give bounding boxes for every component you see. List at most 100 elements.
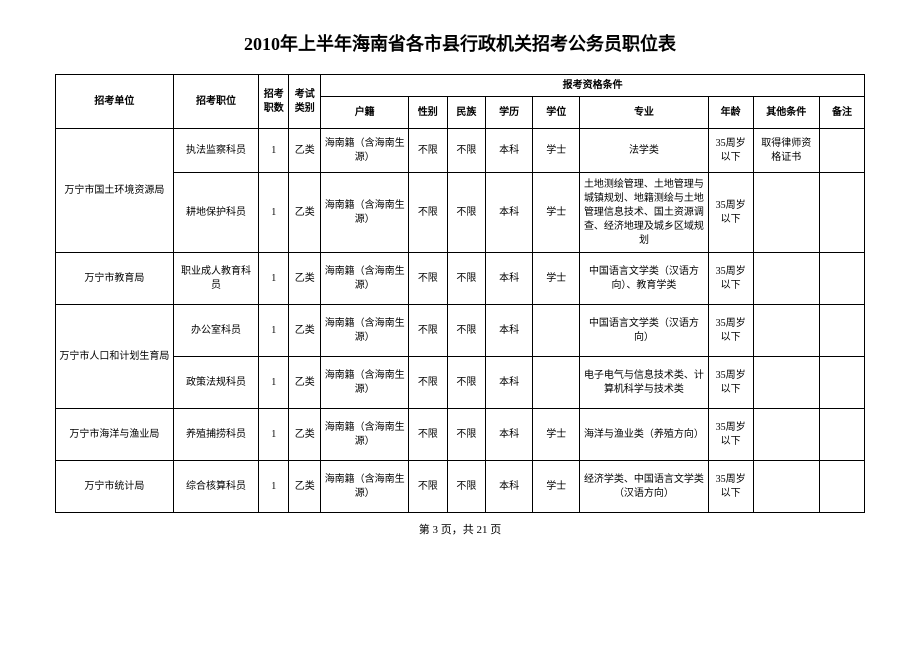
cell-major: 土地测绘管理、土地管理与城镇规划、地籍测绘与土地管理信息技术、国土资源调查、经济… — [580, 173, 708, 253]
cell-age: 35周岁以下 — [708, 253, 753, 305]
cell-note — [819, 357, 864, 409]
cell-count: 1 — [259, 357, 289, 409]
cell-unit: 万宁市国土环境资源局 — [56, 129, 174, 253]
cell-note — [819, 173, 864, 253]
header-major: 专业 — [580, 97, 708, 129]
table-row: 万宁市统计局 综合核算科员 1 乙类 海南籍（含海南生源） 不限 不限 本科 学… — [56, 461, 865, 513]
cell-degree — [533, 305, 580, 357]
cell-education: 本科 — [486, 409, 533, 461]
cell-degree: 学士 — [533, 461, 580, 513]
cell-note — [819, 129, 864, 173]
header-position: 招考职位 — [173, 75, 259, 129]
cell-major: 法学类 — [580, 129, 708, 173]
cell-degree: 学士 — [533, 409, 580, 461]
cell-age: 35周岁以下 — [708, 305, 753, 357]
cell-degree — [533, 357, 580, 409]
table-row: 万宁市海洋与渔业局 养殖捕捞科员 1 乙类 海南籍（含海南生源） 不限 不限 本… — [56, 409, 865, 461]
page-title: 2010年上半年海南省各市县行政机关招考公务员职位表 — [55, 30, 865, 56]
header-note: 备注 — [819, 97, 864, 129]
cell-note — [819, 305, 864, 357]
cell-education: 本科 — [486, 461, 533, 513]
table-row: 万宁市国土环境资源局 执法监察科员 1 乙类 海南籍（含海南生源） 不限 不限 … — [56, 129, 865, 173]
cell-gender: 不限 — [409, 253, 448, 305]
cell-other — [753, 357, 819, 409]
cell-other: 取得律师资格证书 — [753, 129, 819, 173]
table-row: 万宁市教育局 职业成人教育科员 1 乙类 海南籍（含海南生源） 不限 不限 本科… — [56, 253, 865, 305]
header-degree: 学位 — [533, 97, 580, 129]
cell-hukou: 海南籍（含海南生源） — [321, 253, 409, 305]
cell-hukou: 海南籍（含海南生源） — [321, 173, 409, 253]
cell-exam: 乙类 — [289, 253, 321, 305]
cell-major: 中国语言文学类（汉语方向） — [580, 305, 708, 357]
cell-major: 电子电气与信息技术类、计算机科学与技术类 — [580, 357, 708, 409]
cell-position: 养殖捕捞科员 — [173, 409, 259, 461]
header-qualifications: 报考资格条件 — [321, 75, 865, 97]
cell-gender: 不限 — [409, 461, 448, 513]
cell-gender: 不限 — [409, 305, 448, 357]
cell-ethnicity: 不限 — [447, 461, 486, 513]
cell-count: 1 — [259, 409, 289, 461]
cell-count: 1 — [259, 173, 289, 253]
cell-position: 综合核算科员 — [173, 461, 259, 513]
cell-age: 35周岁以下 — [708, 129, 753, 173]
cell-education: 本科 — [486, 253, 533, 305]
cell-hukou: 海南籍（含海南生源） — [321, 409, 409, 461]
cell-age: 35周岁以下 — [708, 173, 753, 253]
page-footer: 第 3 页，共 21 页 — [55, 521, 865, 537]
cell-note — [819, 253, 864, 305]
cell-education: 本科 — [486, 173, 533, 253]
table-row: 耕地保护科员 1 乙类 海南籍（含海南生源） 不限 不限 本科 学士 土地测绘管… — [56, 173, 865, 253]
cell-hukou: 海南籍（含海南生源） — [321, 357, 409, 409]
cell-position: 执法监察科员 — [173, 129, 259, 173]
cell-education: 本科 — [486, 305, 533, 357]
header-other: 其他条件 — [753, 97, 819, 129]
cell-degree: 学士 — [533, 253, 580, 305]
cell-note — [819, 409, 864, 461]
header-exam-type: 考试类别 — [289, 75, 321, 129]
cell-major: 经济学类、中国语言文学类（汉语方向） — [580, 461, 708, 513]
cell-gender: 不限 — [409, 129, 448, 173]
header-hukou: 户籍 — [321, 97, 409, 129]
cell-other — [753, 253, 819, 305]
cell-ethnicity: 不限 — [447, 357, 486, 409]
cell-age: 35周岁以下 — [708, 461, 753, 513]
cell-exam: 乙类 — [289, 305, 321, 357]
cell-hukou: 海南籍（含海南生源） — [321, 305, 409, 357]
cell-other — [753, 173, 819, 253]
positions-table: 招考单位 招考职位 招考职数 考试类别 报考资格条件 户籍 性别 民族 学历 学… — [55, 74, 865, 513]
cell-ethnicity: 不限 — [447, 173, 486, 253]
cell-hukou: 海南籍（含海南生源） — [321, 461, 409, 513]
table-row: 政策法规科员 1 乙类 海南籍（含海南生源） 不限 不限 本科 电子电气与信息技… — [56, 357, 865, 409]
cell-education: 本科 — [486, 129, 533, 173]
cell-age: 35周岁以下 — [708, 357, 753, 409]
cell-age: 35周岁以下 — [708, 409, 753, 461]
cell-position: 办公室科员 — [173, 305, 259, 357]
cell-education: 本科 — [486, 357, 533, 409]
cell-other — [753, 461, 819, 513]
cell-ethnicity: 不限 — [447, 409, 486, 461]
cell-count: 1 — [259, 461, 289, 513]
cell-unit: 万宁市人口和计划生育局 — [56, 305, 174, 409]
cell-ethnicity: 不限 — [447, 305, 486, 357]
cell-other — [753, 305, 819, 357]
cell-exam: 乙类 — [289, 173, 321, 253]
cell-position: 耕地保护科员 — [173, 173, 259, 253]
cell-other — [753, 409, 819, 461]
header-unit: 招考单位 — [56, 75, 174, 129]
cell-hukou: 海南籍（含海南生源） — [321, 129, 409, 173]
cell-gender: 不限 — [409, 409, 448, 461]
cell-position: 政策法规科员 — [173, 357, 259, 409]
cell-exam: 乙类 — [289, 461, 321, 513]
cell-exam: 乙类 — [289, 409, 321, 461]
header-age: 年龄 — [708, 97, 753, 129]
cell-major: 中国语言文学类（汉语方向）、教育学类 — [580, 253, 708, 305]
cell-unit: 万宁市海洋与渔业局 — [56, 409, 174, 461]
cell-position: 职业成人教育科员 — [173, 253, 259, 305]
cell-exam: 乙类 — [289, 129, 321, 173]
cell-unit: 万宁市教育局 — [56, 253, 174, 305]
cell-degree: 学士 — [533, 173, 580, 253]
cell-ethnicity: 不限 — [447, 129, 486, 173]
cell-unit: 万宁市统计局 — [56, 461, 174, 513]
cell-count: 1 — [259, 253, 289, 305]
cell-degree: 学士 — [533, 129, 580, 173]
